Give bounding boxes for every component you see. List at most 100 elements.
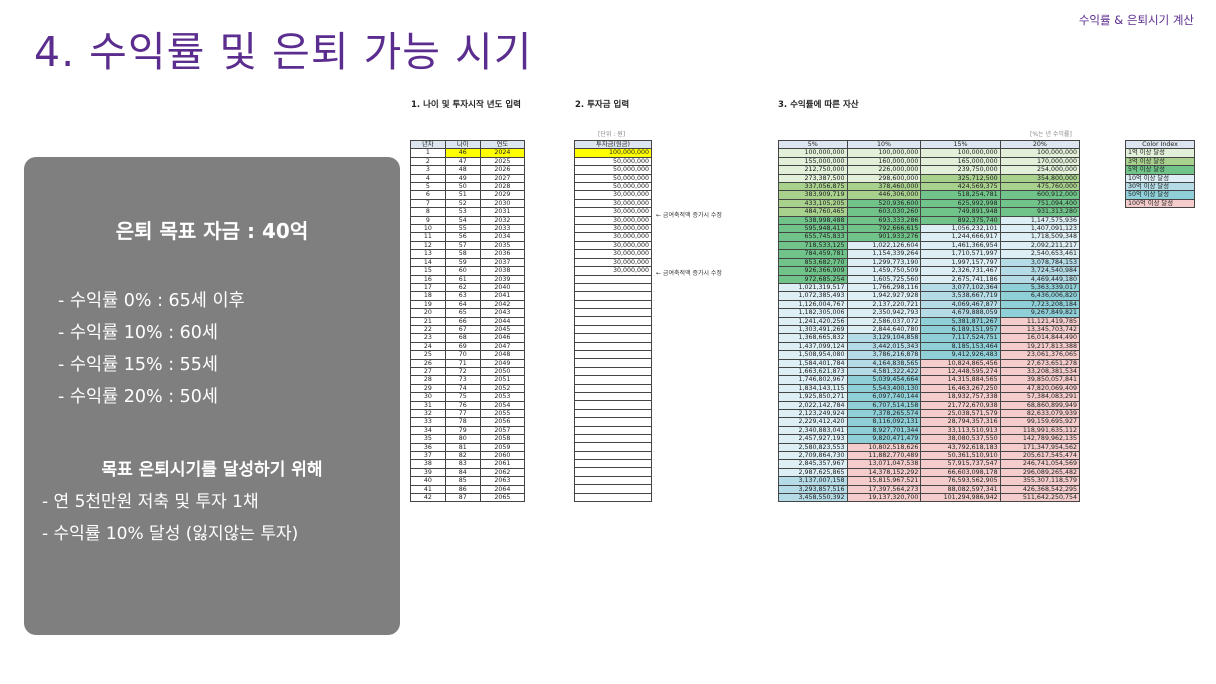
table-cell[interactable]: 57 xyxy=(444,240,481,251)
table-cell[interactable]: 84 xyxy=(444,467,481,478)
table-cell[interactable]: 61 xyxy=(444,274,481,284)
table-cell[interactable]: 11 xyxy=(410,232,446,242)
table-cell[interactable]: 54 xyxy=(444,215,481,226)
table-cell[interactable]: 2031 xyxy=(479,207,526,217)
table-cell[interactable]: 38 xyxy=(410,459,446,469)
table-cell[interactable]: 60 xyxy=(444,266,481,276)
table-cell[interactable]: 13 xyxy=(410,249,446,259)
table-cell[interactable]: 50 xyxy=(444,182,481,192)
table-cell[interactable]: 32 xyxy=(410,408,446,419)
table-cell[interactable]: 30 xyxy=(410,392,446,402)
table-cell[interactable]: 2034 xyxy=(479,232,526,242)
table-cell[interactable]: 10 xyxy=(410,224,446,234)
table-cell[interactable] xyxy=(574,408,652,419)
table-cell[interactable]: 12 xyxy=(410,240,446,251)
table-cell[interactable]: 34 xyxy=(410,425,446,436)
table-cell[interactable]: 22 xyxy=(410,324,446,335)
table-cell[interactable]: 73 xyxy=(444,375,481,385)
table-cell[interactable]: 62 xyxy=(444,282,481,293)
table-cell[interactable]: 86 xyxy=(444,484,481,495)
table-cell[interactable]: 25 xyxy=(410,350,446,360)
table-cell[interactable]: 82 xyxy=(444,451,481,461)
table-cell[interactable] xyxy=(574,316,652,326)
table-cell[interactable]: 69 xyxy=(444,341,481,352)
table-cell[interactable]: 19 xyxy=(410,299,446,310)
table-cell[interactable]: 16 xyxy=(410,274,446,284)
table-cell[interactable]: 63 xyxy=(444,291,481,301)
table-cell[interactable]: 2041 xyxy=(479,291,526,301)
table-cell[interactable]: 59 xyxy=(444,257,481,268)
table-cell[interactable]: 48 xyxy=(444,165,481,175)
table-cell[interactable]: 1 xyxy=(410,148,446,158)
table-cell[interactable]: 2051 xyxy=(479,375,526,385)
table-cell[interactable]: 65 xyxy=(444,308,481,318)
table-cell[interactable]: 47 xyxy=(444,156,481,167)
table-cell[interactable]: 2064 xyxy=(479,484,526,495)
table-cell[interactable]: 100,000,000 xyxy=(574,148,652,158)
table-cell[interactable]: 81 xyxy=(444,442,481,453)
table-cell[interactable] xyxy=(574,349,652,360)
table-cell[interactable]: 2035 xyxy=(479,240,526,251)
table-cell[interactable]: 2062 xyxy=(479,467,526,478)
table-cell[interactable]: 29 xyxy=(410,383,446,394)
table-cell[interactable]: 2039 xyxy=(479,274,526,284)
table-cell[interactable]: 39 xyxy=(410,467,446,478)
table-cell[interactable]: 2057 xyxy=(479,425,526,436)
table-cell[interactable]: 2026 xyxy=(479,165,526,175)
table-cell[interactable]: 2055 xyxy=(479,408,526,419)
table-cell[interactable] xyxy=(574,433,652,444)
table-cell[interactable]: 2063 xyxy=(479,476,526,486)
table-cell[interactable]: 55 xyxy=(444,224,481,234)
table-cell[interactable]: 67 xyxy=(444,324,481,335)
table-cell[interactable] xyxy=(574,442,652,452)
table-cell[interactable]: 71 xyxy=(444,358,481,368)
table-cell[interactable]: 72 xyxy=(444,366,481,377)
table-cell[interactable]: 2050 xyxy=(479,366,526,377)
table-cell[interactable]: 4 xyxy=(410,173,446,184)
table-cell[interactable] xyxy=(574,391,652,402)
table-cell[interactable]: 26 xyxy=(410,358,446,368)
table-cell[interactable]: 50,000,000 xyxy=(574,182,652,192)
table-cell[interactable]: 74 xyxy=(444,383,481,394)
table-cell[interactable]: 2048 xyxy=(479,350,526,360)
table-cell[interactable] xyxy=(574,417,652,427)
table-cell[interactable]: 17 xyxy=(410,282,446,293)
table-cell[interactable]: 30,000,000 xyxy=(574,249,652,259)
table-cell[interactable] xyxy=(574,450,652,461)
table-cell[interactable]: 2025 xyxy=(479,156,526,167)
table-cell[interactable]: 75 xyxy=(444,392,481,402)
table-cell[interactable]: 2028 xyxy=(479,182,526,192)
table-cell[interactable]: 6 xyxy=(410,190,446,200)
table-cell[interactable]: 51 xyxy=(444,190,481,200)
table-cell[interactable]: 2040 xyxy=(479,282,526,293)
table-cell[interactable]: 2056 xyxy=(479,417,526,427)
table-cell[interactable]: 78 xyxy=(444,417,481,427)
table-cell[interactable]: 2060 xyxy=(479,451,526,461)
table-cell[interactable] xyxy=(574,459,652,469)
table-cell[interactable]: 3 xyxy=(410,165,446,175)
table-cell[interactable]: 2032 xyxy=(479,215,526,226)
table-cell[interactable]: 30,000,000 xyxy=(574,190,652,200)
table-cell[interactable]: 7 xyxy=(410,198,446,209)
table-cell[interactable]: 2036 xyxy=(479,249,526,259)
table-cell[interactable] xyxy=(574,274,652,284)
table-cell[interactable]: 2044 xyxy=(479,316,526,326)
table-cell[interactable]: 40 xyxy=(410,476,446,486)
table-cell[interactable] xyxy=(574,400,652,410)
table-cell[interactable]: 2030 xyxy=(479,198,526,209)
table-cell[interactable]: 2037 xyxy=(479,257,526,268)
table-cell[interactable]: 50,000,000 xyxy=(574,165,652,175)
table-cell[interactable]: 30,000,000 xyxy=(574,207,652,217)
table-cell[interactable]: 2065 xyxy=(479,493,526,503)
table-cell[interactable]: 53 xyxy=(444,207,481,217)
table-cell[interactable] xyxy=(574,358,652,368)
table-cell[interactable]: 27 xyxy=(410,366,446,377)
table-cell[interactable] xyxy=(574,341,652,352)
table-cell[interactable]: 85 xyxy=(444,476,481,486)
table-cell[interactable]: 30,000,000 xyxy=(574,257,652,268)
table-cell[interactable] xyxy=(574,492,652,503)
table-cell[interactable]: 58 xyxy=(444,249,481,259)
table-cell[interactable]: 2042 xyxy=(479,299,526,310)
table-cell[interactable]: 66 xyxy=(444,316,481,326)
table-cell[interactable]: 68 xyxy=(444,333,481,343)
